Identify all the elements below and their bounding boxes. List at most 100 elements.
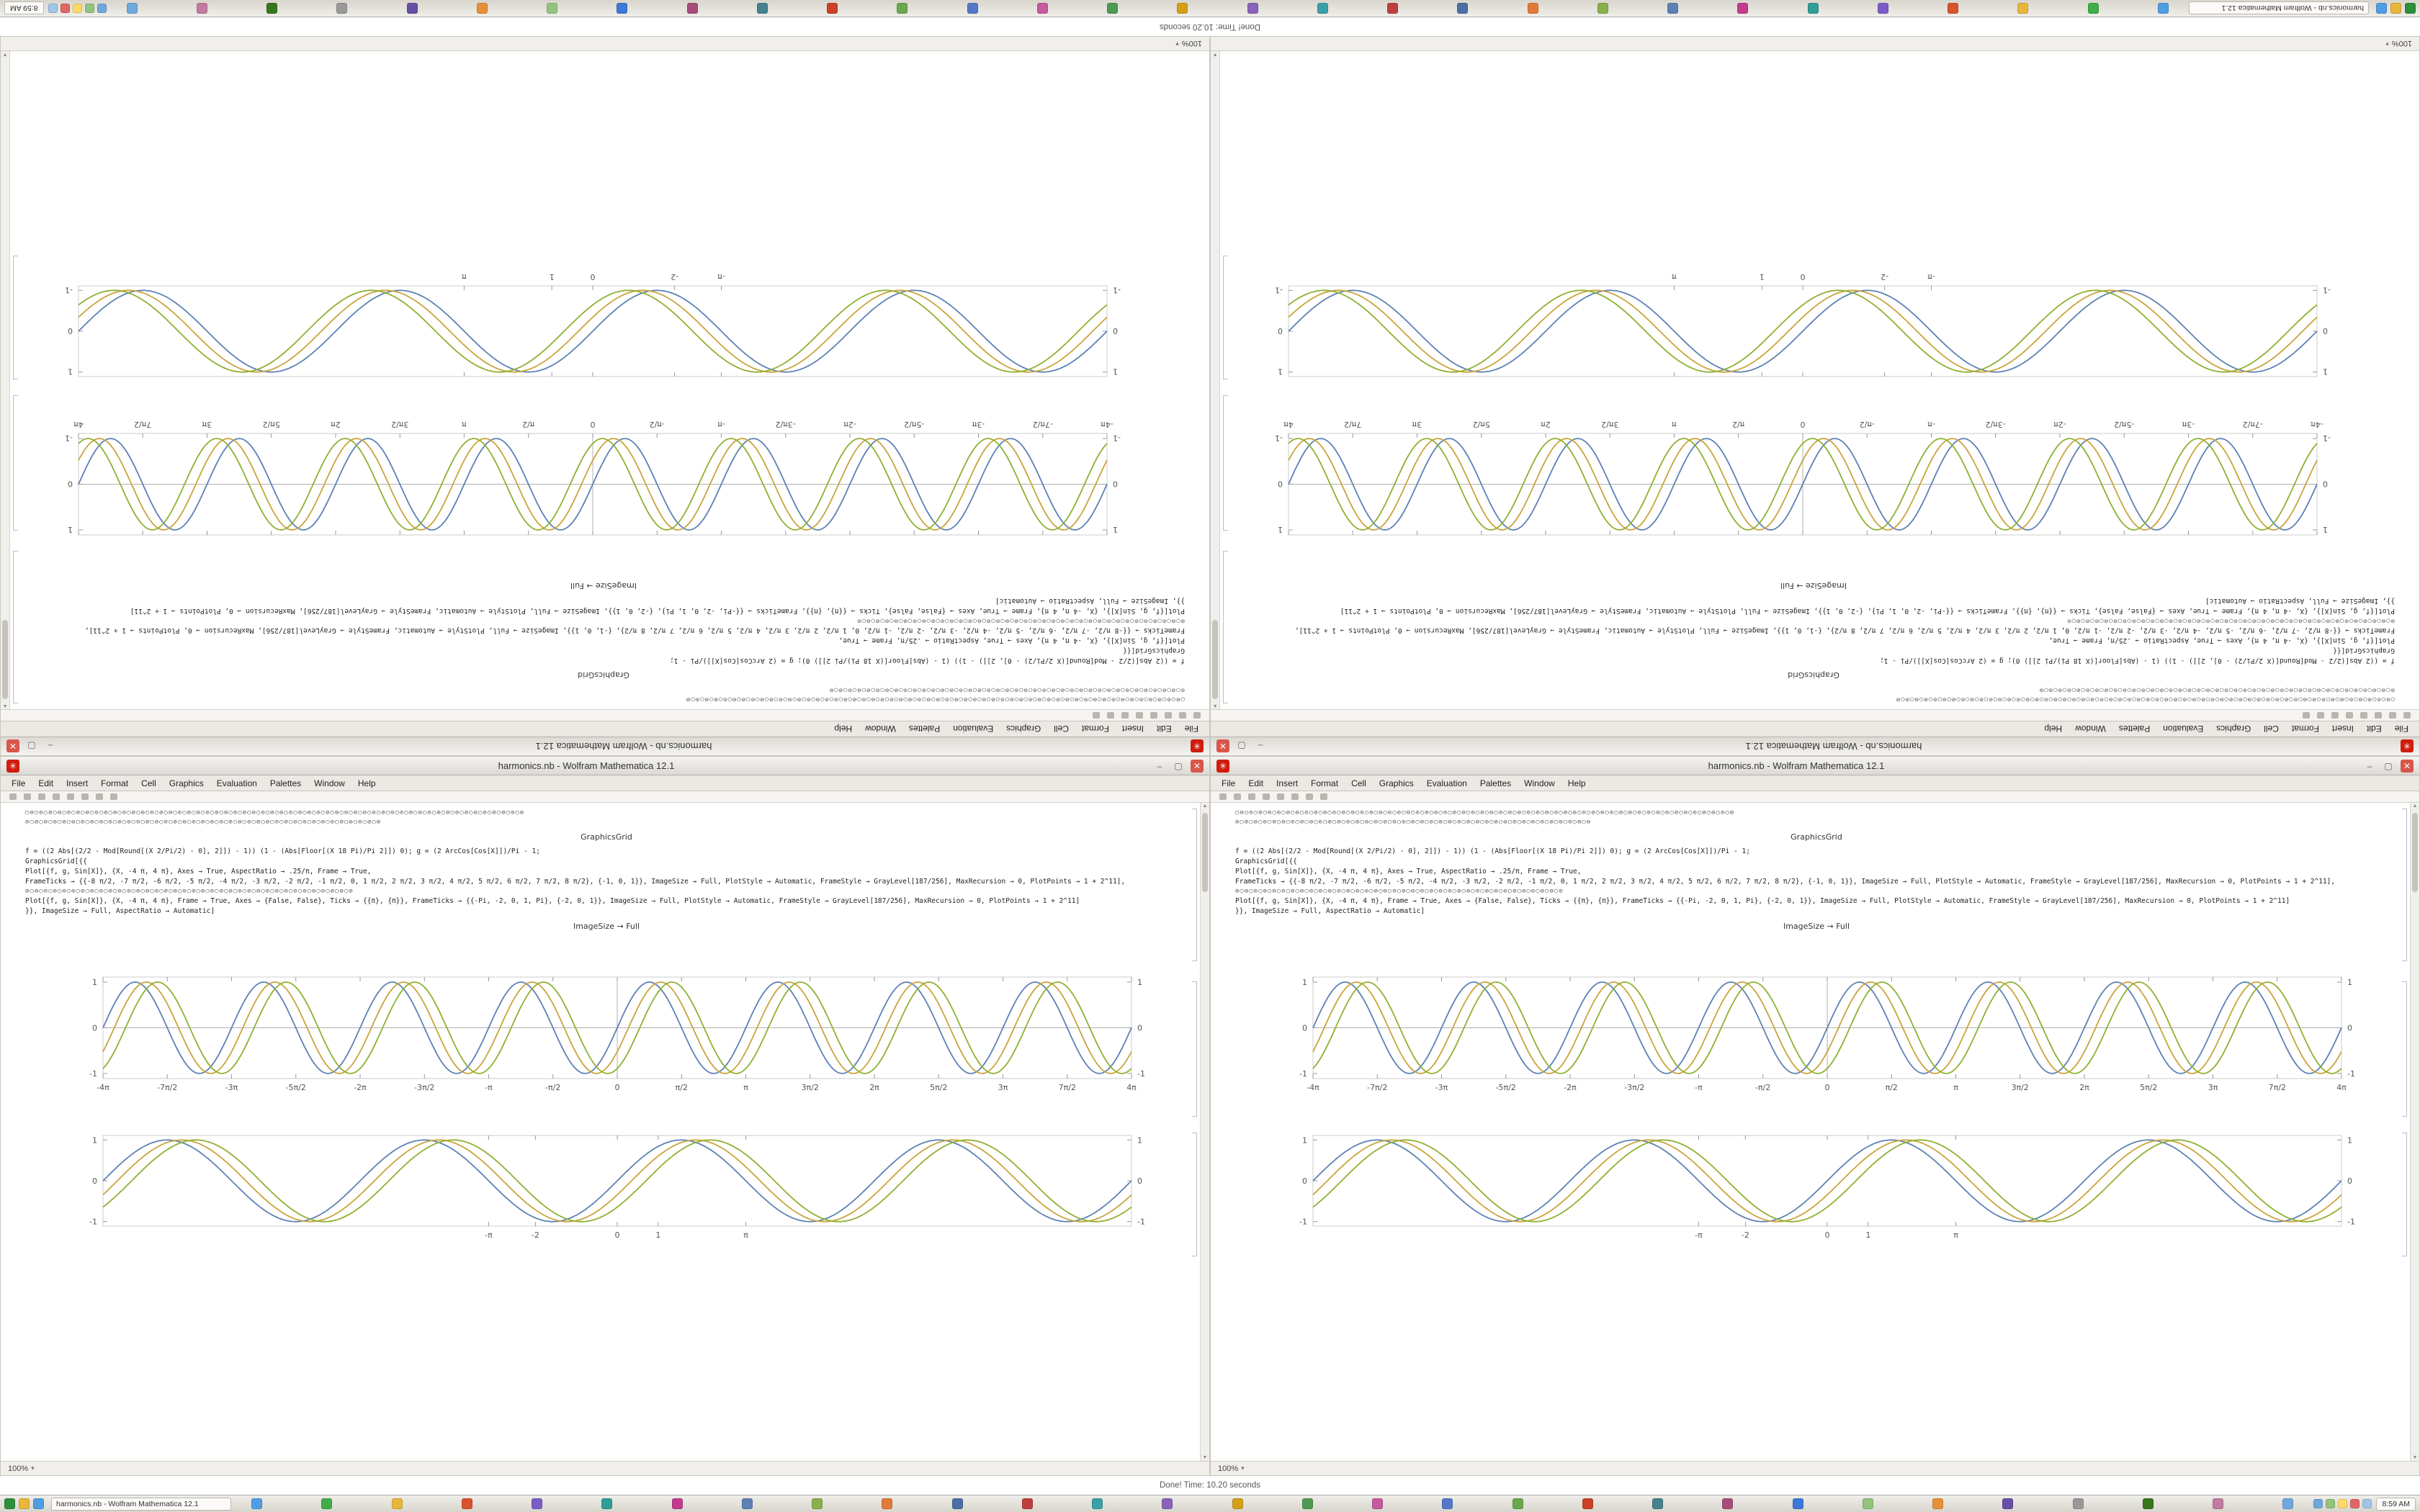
window-titlebar[interactable]: ✳ harmonics.nb - Wolfram Mathematica 12.… — [1211, 737, 2419, 755]
maximize-button[interactable]: ▢ — [1174, 760, 1183, 771]
menu-window[interactable]: Window — [314, 778, 345, 788]
taskbar-app-icon[interactable] — [1512, 1498, 1523, 1509]
taskbar-app-icon[interactable] — [897, 3, 908, 14]
taskbar-app-icon[interactable] — [2338, 1499, 2348, 1508]
minimize-button[interactable]: – — [48, 741, 53, 752]
menu-edit[interactable]: Edit — [38, 778, 54, 788]
taskbar-app-icon[interactable] — [19, 1498, 30, 1509]
menu-palettes[interactable]: Palettes — [269, 778, 302, 788]
cell-bracket[interactable] — [13, 256, 18, 379]
menu-insert[interactable]: Insert — [1276, 778, 1299, 788]
toolbar-button[interactable] — [67, 793, 74, 800]
maximize-button[interactable]: ▢ — [2384, 760, 2393, 771]
taskbar-app-icon[interactable] — [1948, 3, 1959, 14]
menu-edit[interactable]: Edit — [1156, 724, 1172, 734]
taskbar-app-icon[interactable] — [197, 3, 207, 14]
toolbar-button[interactable] — [2360, 712, 2367, 719]
zoom-level[interactable]: 100% — [2391, 39, 2412, 48]
toolbar-button[interactable] — [1219, 793, 1227, 800]
taskbar-app-icon[interactable] — [477, 3, 488, 14]
taskbar-window-button[interactable]: harmonics.nb - Wolfram Mathematica 12.1 — [51, 1497, 231, 1511]
toolbar-button[interactable] — [1306, 793, 1313, 800]
menu-help[interactable]: Help — [2044, 724, 2063, 734]
menu-insert[interactable]: Insert — [1121, 724, 1144, 734]
taskbar-app-icon[interactable] — [601, 1498, 613, 1509]
menu-edit[interactable]: Edit — [2366, 724, 2382, 734]
menu-format[interactable]: Format — [101, 778, 129, 788]
cell-bracket[interactable] — [2402, 809, 2407, 961]
chevron-down-icon[interactable]: ▾ — [1241, 1464, 1245, 1472]
taskbar-app-icon[interactable] — [1177, 3, 1188, 14]
close-button[interactable]: ✕ — [1216, 739, 1229, 753]
menu-file[interactable]: File — [12, 778, 26, 788]
menu-file[interactable]: File — [1222, 778, 1236, 788]
zoom-level[interactable]: 100% — [1218, 1464, 1239, 1473]
taskbar-app-icon[interactable] — [2313, 1499, 2323, 1508]
taskbar-app-icon[interactable] — [1807, 3, 1819, 14]
toolbar-button[interactable] — [2331, 712, 2339, 719]
window-titlebar[interactable]: ✳ harmonics.nb - Wolfram Mathematica 12.… — [1211, 757, 2419, 775]
taskbar-app-icon[interactable] — [391, 1498, 403, 1509]
window-titlebar[interactable]: ✳ harmonics.nb - Wolfram Mathematica 12.… — [1, 737, 1209, 755]
taskbar-window-button[interactable]: harmonics.nb - Wolfram Mathematica 12.1 — [2189, 1, 2369, 15]
taskbar-app-icon[interactable] — [1301, 1498, 1313, 1509]
menu-help[interactable]: Help — [834, 724, 853, 734]
taskbar-app-icon[interactable] — [1162, 1498, 1173, 1509]
taskbar-app-icon[interactable] — [2142, 1498, 2154, 1509]
maximize-button[interactable]: ▢ — [1237, 741, 1246, 752]
menu-edit[interactable]: Edit — [1248, 778, 1264, 788]
taskbar-app-icon[interactable] — [2002, 1498, 2014, 1509]
taskbar-app-icon[interactable] — [1582, 1498, 1593, 1509]
vertical-scrollbar[interactable]: ▲ ▼ — [1200, 803, 1209, 1461]
scrollbar-thumb[interactable] — [2, 620, 8, 699]
taskbar-app-icon[interactable] — [2158, 3, 2169, 14]
toolbar-button[interactable] — [96, 793, 103, 800]
menu-evaluation[interactable]: Evaluation — [216, 778, 257, 788]
scroll-up-icon[interactable]: ▲ — [1202, 804, 1208, 809]
menu-graphics[interactable]: Graphics — [1379, 778, 1414, 788]
scrollbar-thumb[interactable] — [2412, 813, 2418, 892]
scroll-down-icon[interactable]: ▼ — [2, 52, 8, 57]
close-button[interactable]: ✕ — [6, 739, 19, 753]
taskbar-app-icon[interactable] — [1878, 3, 1888, 14]
cell-bracket[interactable] — [2402, 981, 2407, 1117]
menu-file[interactable]: File — [1184, 724, 1198, 734]
taskbar-app-icon[interactable] — [4, 1498, 15, 1509]
menu-cell[interactable]: Cell — [1351, 778, 1366, 788]
taskbar-app-icon[interactable] — [1862, 1498, 1873, 1509]
menu-evaluation[interactable]: Evaluation — [2163, 724, 2204, 734]
taskbar-app-icon[interactable] — [532, 1498, 542, 1509]
menu-help[interactable]: Help — [1567, 778, 1586, 788]
taskbar-app-icon[interactable] — [1317, 3, 1328, 14]
taskbar-app-icon[interactable] — [882, 1498, 893, 1509]
taskbar-app-icon[interactable] — [336, 3, 348, 14]
taskbar-app-icon[interactable] — [617, 3, 628, 14]
toolbar-button[interactable] — [2375, 712, 2382, 719]
taskbar-app-icon[interactable] — [126, 3, 138, 14]
taskbar-app-icon[interactable] — [2405, 3, 2416, 14]
close-button[interactable]: ✕ — [2401, 759, 2414, 773]
taskbar-app-icon[interactable] — [1021, 1498, 1033, 1509]
taskbar-app-icon[interactable] — [1527, 3, 1538, 14]
cell-bracket[interactable] — [1192, 1133, 1197, 1256]
vertical-scrollbar[interactable]: ▲ ▼ — [1, 51, 10, 709]
cell-bracket[interactable] — [1223, 395, 1228, 531]
taskbar-app-icon[interactable] — [827, 3, 838, 14]
taskbar-app-icon[interactable] — [1387, 3, 1399, 14]
taskbar-app-icon[interactable] — [1037, 3, 1048, 14]
taskbar-app-icon[interactable] — [2282, 1498, 2294, 1509]
toolbar-button[interactable] — [2389, 712, 2396, 719]
toolbar-button[interactable] — [53, 793, 60, 800]
taskbar-app-icon[interactable] — [1457, 3, 1469, 14]
menu-evaluation[interactable]: Evaluation — [953, 724, 994, 734]
cell-bracket[interactable] — [2402, 1133, 2407, 1256]
taskbar-app-icon[interactable] — [72, 4, 82, 13]
menu-window[interactable]: Window — [865, 724, 896, 734]
maximize-button[interactable]: ▢ — [27, 741, 36, 752]
taskbar-app-icon[interactable] — [2213, 1498, 2223, 1509]
taskbar-app-icon[interactable] — [2350, 1499, 2360, 1508]
taskbar-app-icon[interactable] — [686, 3, 698, 14]
taskbar-app-icon[interactable] — [671, 1498, 683, 1509]
menu-help[interactable]: Help — [357, 778, 376, 788]
taskbar-app-icon[interactable] — [2390, 3, 2401, 14]
